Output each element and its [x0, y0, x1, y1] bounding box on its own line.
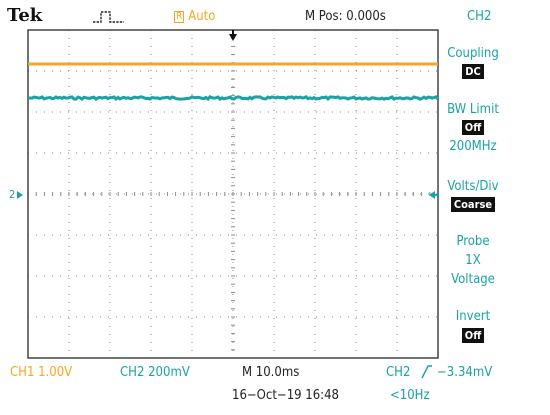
brand-logo: Tek [7, 5, 43, 26]
trigger-level-stem [433, 194, 439, 196]
coupling-value: DC [462, 64, 484, 79]
bw-limit-frequency: 200MHz [449, 139, 497, 154]
coupling-label[interactable]: Coupling [447, 46, 499, 61]
rising-edge-icon [421, 365, 432, 379]
bw-limit-value-wrap[interactable]: Off [423, 120, 523, 135]
invert-value-wrap[interactable]: Off [423, 328, 523, 343]
ch2-ground-marker-icon [17, 191, 23, 199]
trigger-frequency: <10Hz [390, 388, 430, 403]
probe-label[interactable]: Probe [456, 234, 490, 249]
graticule-grid [27, 29, 439, 359]
trigger-source: CH2 [386, 365, 411, 380]
volts-div-value: Coarse [450, 197, 496, 212]
probe-type: Voltage [451, 272, 495, 287]
invert-value: Off [461, 328, 485, 343]
trigger-level-arrow-icon [429, 191, 435, 199]
trigger-level: −3.34mV [437, 365, 493, 380]
invert-label[interactable]: Invert [455, 309, 491, 324]
bw-limit-label[interactable]: BW Limit [447, 102, 499, 117]
volts-div-label[interactable]: Volts/Div [447, 179, 499, 194]
trigger-position-arrow-icon [229, 34, 237, 41]
ch2-scale: CH2 200mV [120, 365, 190, 380]
pulse-waveform-icon [93, 11, 124, 23]
menu-title: CH2 [467, 9, 492, 24]
trigger-status: R Auto [174, 10, 215, 23]
main-position-readout: M Pos: 0.000s [305, 9, 386, 24]
trigger-position-stem [232, 30, 234, 36]
bw-limit-value: Off [461, 120, 485, 135]
trigger-state: Auto [188, 9, 216, 24]
date-time: 16−Oct−19 16:48 [232, 388, 339, 403]
volts-div-value-wrap[interactable]: Coarse [423, 197, 523, 212]
trigger-state-box: R [174, 11, 185, 23]
status-bar: Tek R Auto M Pos: 0.000s CH2 [0, 0, 550, 30]
coupling-value-wrap[interactable]: DC [423, 64, 523, 79]
ch2-ground-marker-label: 2 [9, 188, 16, 201]
ch2-trace [27, 95, 440, 102]
ch1-scale: CH1 1.00V [10, 365, 73, 380]
probe-attenuation: 1X [465, 253, 481, 268]
timebase: M 10.0ms [242, 365, 300, 380]
